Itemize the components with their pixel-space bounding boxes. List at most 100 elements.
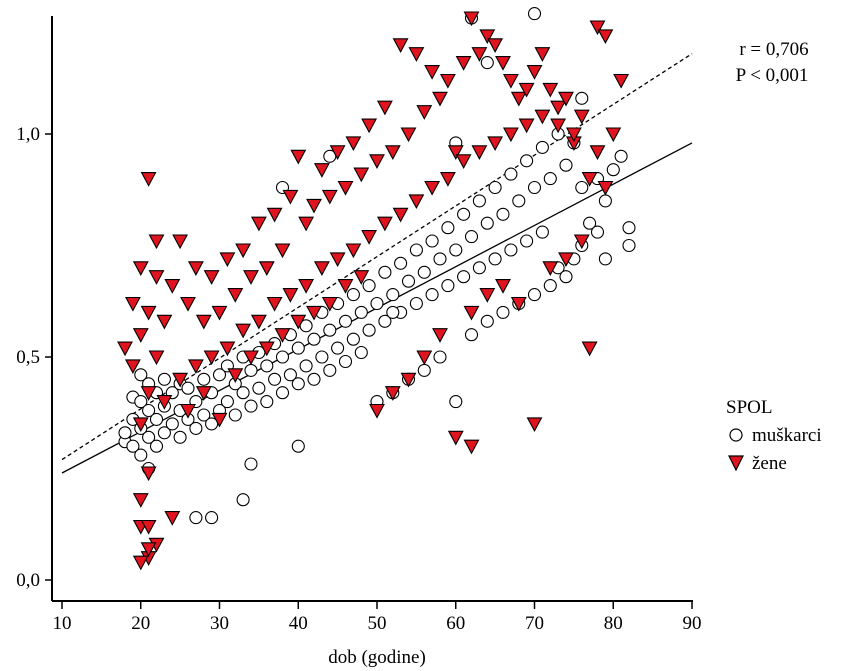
data-point-zene	[306, 305, 322, 321]
y-tick-label: 1,0	[16, 124, 40, 145]
data-point-zene	[132, 328, 149, 343]
data-point-muskarci	[409, 243, 423, 257]
data-point-zene	[211, 305, 228, 321]
data-point-zene	[250, 314, 267, 330]
data-point-muskarci	[252, 381, 266, 395]
x-tick-label: 70	[525, 613, 544, 634]
data-point-muskarci	[142, 430, 156, 444]
data-point-muskarci	[622, 221, 636, 235]
data-point-muskarci	[504, 243, 518, 257]
data-point-zene	[337, 180, 354, 196]
data-point-zene	[132, 261, 149, 276]
data-point-muskarci	[378, 265, 392, 279]
data-point-zene	[550, 100, 567, 116]
data-point-zene	[369, 403, 385, 419]
data-point-muskarci	[386, 288, 400, 302]
data-point-muskarci	[394, 256, 408, 270]
data-point-zene	[290, 314, 307, 330]
data-point-zene	[124, 296, 141, 312]
data-point-muskarci	[149, 439, 164, 453]
data-point-zene	[408, 47, 425, 62]
data-point-muskarci	[236, 493, 250, 507]
data-point-zene	[542, 261, 559, 276]
data-point-muskarci	[134, 395, 148, 409]
data-point-zene	[187, 261, 204, 276]
regression-line-zene	[61, 53, 693, 461]
data-point-muskarci	[338, 314, 353, 328]
data-point-zene	[597, 29, 614, 45]
data-point-zene	[219, 252, 236, 268]
data-point-zene	[219, 341, 236, 357]
data-point-muskarci	[323, 363, 337, 377]
data-point-muskarci	[583, 216, 597, 230]
x-axis-title: dob (godine)	[328, 647, 426, 668]
data-point-zene	[376, 100, 393, 116]
data-point-zene	[526, 417, 543, 433]
data-point-muskarci	[575, 180, 589, 195]
data-point-muskarci	[244, 363, 258, 377]
data-point-zene	[203, 270, 220, 285]
data-point-zene	[258, 341, 275, 357]
data-point-muskarci	[275, 386, 290, 400]
data-point-muskarci	[134, 448, 148, 462]
data-point-zene	[392, 38, 409, 53]
data-point-zene	[534, 47, 551, 62]
data-point-zene	[345, 243, 362, 259]
data-point-muskarci	[504, 167, 518, 181]
data-point-zene	[353, 167, 370, 183]
data-point-zene	[156, 395, 173, 410]
data-point-muskarci	[228, 408, 242, 422]
y-tick-label: 0,0	[16, 570, 40, 591]
data-point-muskarci	[496, 207, 510, 221]
data-point-muskarci	[299, 359, 313, 373]
data-point-muskarci	[197, 372, 211, 386]
data-point-zene	[274, 243, 291, 259]
data-point-zene	[463, 305, 480, 321]
data-point-zene	[573, 109, 590, 125]
data-point-zene	[337, 279, 354, 294]
data-point-zene	[439, 73, 456, 89]
data-point-zene	[290, 149, 307, 165]
data-point-muskarci	[401, 274, 416, 288]
data-point-zene	[321, 189, 338, 205]
data-point-muskarci	[409, 296, 423, 311]
data-point-muskarci	[520, 154, 534, 168]
y-tick-label: 0,5	[16, 347, 40, 368]
data-point-muskarci	[606, 163, 620, 177]
legend-marker-zene	[728, 455, 744, 472]
data-point-zene	[581, 172, 598, 187]
data-point-muskarci	[417, 363, 431, 377]
data-point-zene	[329, 252, 346, 268]
data-point-zene	[424, 65, 441, 80]
data-point-zene	[542, 82, 559, 98]
data-point-zene	[156, 314, 173, 330]
data-point-muskarci	[527, 180, 542, 195]
data-point-zene	[235, 323, 252, 339]
data-point-muskarci	[323, 323, 337, 337]
data-point-muskarci	[480, 216, 494, 230]
data-point-zene	[361, 230, 378, 245]
data-point-muskarci	[386, 305, 400, 319]
data-point-muskarci	[346, 288, 360, 302]
data-point-muskarci	[291, 377, 305, 391]
data-point-muskarci	[559, 270, 573, 284]
data-point-muskarci	[134, 368, 148, 382]
data-point-zene	[589, 20, 606, 36]
data-point-muskarci	[315, 350, 329, 364]
data-point-muskarci	[441, 221, 455, 235]
data-point-zene	[400, 372, 417, 388]
data-point-muskarci	[472, 194, 486, 208]
data-point-zene	[203, 350, 220, 366]
data-point-muskarci	[488, 252, 502, 266]
data-point-muskarci	[433, 350, 447, 364]
x-tick-label: 40	[289, 613, 308, 634]
legend-label-muskarci: muškarci	[752, 425, 822, 446]
x-tick-label: 20	[131, 613, 150, 634]
data-point-muskarci	[480, 56, 494, 70]
data-point-zene	[195, 386, 212, 401]
data-point-muskarci	[181, 381, 195, 395]
data-point-zene	[463, 439, 480, 455]
data-point-zene	[235, 243, 252, 259]
data-point-muskarci	[244, 457, 258, 471]
